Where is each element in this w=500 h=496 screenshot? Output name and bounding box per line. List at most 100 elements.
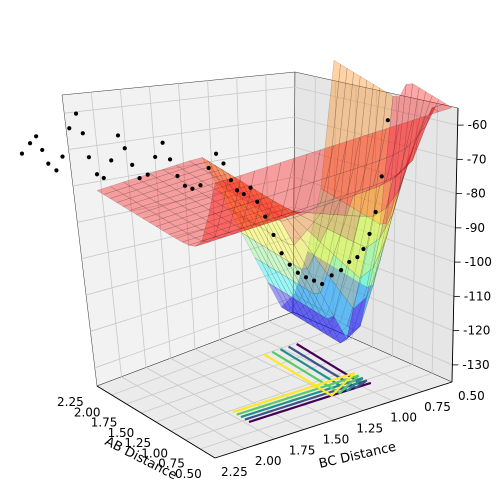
contour-lines [232, 343, 372, 424]
trajectory-point [206, 165, 211, 171]
grid-line [85, 236, 455, 297]
trajectory-point [130, 162, 135, 168]
z-axis-line [451, 107, 459, 383]
trajectory-point [271, 232, 276, 238]
trajectory-point [221, 161, 226, 166]
y-ticks: 2.25 2.00 1.75 1.50 1.25 1.00 0.75 0.50 [221, 389, 485, 479]
grid-line [411, 98, 418, 365]
z-tick-label: -70 [467, 152, 487, 166]
z-tick-label: -90 [465, 221, 485, 235]
contour-line [232, 353, 356, 414]
y-tick-label: 2.25 [221, 465, 248, 479]
grid-line [372, 89, 377, 348]
x-tick-label: 1.00 [141, 446, 168, 460]
grid-line [148, 86, 171, 359]
grid-line [236, 77, 245, 331]
x-tick-label: 0.75 [158, 457, 185, 471]
z-tick-label: -80 [466, 187, 486, 201]
trajectory-point [54, 168, 59, 173]
trajectory-point [248, 185, 253, 190]
trajectory-point [255, 199, 260, 204]
trajectory-point [263, 214, 268, 219]
contour-line [248, 343, 372, 424]
trajectory-point [40, 147, 45, 153]
grid-line [352, 85, 357, 339]
z-tick-label: -100 [465, 255, 492, 269]
trajectory-point [167, 157, 173, 162]
y-tick-label: 1.50 [323, 432, 350, 446]
z-tick-label: -120 [463, 324, 490, 338]
y-tick-label: 0.75 [424, 400, 451, 414]
contour-line [240, 348, 364, 419]
trajectory-point [27, 141, 33, 146]
grid-line [90, 266, 454, 332]
grid-line [200, 372, 433, 450]
grid-line [332, 80, 337, 330]
potential-surface [96, 60, 453, 344]
grid-line [81, 206, 455, 263]
trajectory-point [355, 255, 360, 260]
z-tick-label: -60 [468, 118, 488, 132]
grid-lines [64, 74, 458, 450]
contour-line [244, 345, 368, 421]
y-tick-label: 1.00 [390, 411, 417, 425]
surface-facet [432, 103, 453, 112]
z-tick-label: -110 [464, 289, 491, 303]
trajectory-point [115, 133, 121, 138]
trajectory-point [80, 131, 85, 136]
trajectory-point [160, 140, 165, 145]
grid-line [391, 94, 398, 356]
trajectory-points [19, 111, 390, 287]
grid-line [268, 320, 423, 392]
trajectory-point [234, 188, 240, 193]
grid-line [178, 83, 196, 350]
trajectory-point [153, 154, 158, 160]
trajectory-point [198, 183, 203, 188]
axis-lines [96, 107, 459, 459]
trajectory-point [19, 151, 25, 156]
trajectory-point [241, 192, 246, 197]
trajectory-point [228, 178, 234, 183]
trajectory-point [73, 111, 79, 116]
y-tick-label: 1.75 [289, 443, 316, 457]
trajectory-point [46, 161, 51, 166]
x-tick-label: 0.50 [175, 467, 202, 481]
z-tick-label: -130 [462, 358, 489, 372]
y-axis-line [214, 381, 453, 459]
trajectory-point [329, 273, 334, 278]
trajectory-point [361, 246, 366, 252]
axis-panes [61, 71, 459, 459]
trajectory-point [347, 259, 352, 265]
trajectory-point [145, 172, 150, 177]
y-tick-label: 1.25 [356, 422, 383, 436]
contour-line [236, 350, 360, 416]
trajectory-point [101, 175, 106, 181]
trajectory-point [279, 251, 284, 256]
y-tick-label: 0.50 [458, 389, 485, 403]
grid-line [77, 176, 456, 229]
trajectory-point [287, 262, 292, 267]
grid-line [431, 103, 439, 374]
trajectory-point [67, 126, 72, 131]
trajectory-point [320, 281, 325, 287]
trajectory-point [339, 268, 344, 273]
z-ticks: -60 -70 -80 -90 -100 -110 -120 -130 [452, 118, 492, 372]
grid-line [219, 339, 364, 411]
trajectory-point [373, 209, 378, 215]
trajectory-point [175, 173, 180, 179]
trajectory-point [295, 270, 300, 275]
trajectory-point [34, 134, 39, 139]
trajectory-point [60, 154, 65, 159]
grid-line [265, 74, 269, 322]
trajectory-point [190, 186, 195, 191]
y-tick-label: 2.00 [255, 454, 282, 468]
x-tick-label: 1.25 [124, 436, 151, 450]
trajectory-point [109, 158, 114, 163]
grid-line [119, 89, 147, 368]
trajectory-point [182, 183, 188, 188]
grid-line [207, 80, 220, 340]
grid-line [90, 92, 122, 377]
grid-line [68, 116, 457, 160]
trajectory-point [367, 231, 372, 237]
